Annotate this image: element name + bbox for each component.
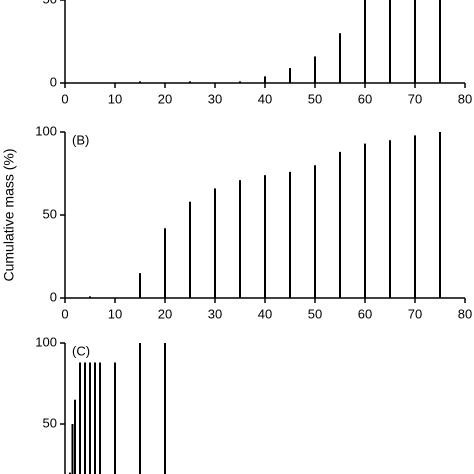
panel-label: (B) <box>72 132 89 147</box>
y-tick-label: 50 <box>43 206 57 221</box>
x-tick-label: 70 <box>408 306 422 321</box>
x-tick-label: 20 <box>158 306 172 321</box>
y-tick-label: 50 <box>43 0 57 6</box>
y-axis-label: Cumulative mass (%) <box>1 148 17 281</box>
x-tick-label: 0 <box>61 91 68 106</box>
x-tick-label: 40 <box>258 91 272 106</box>
x-tick-label: 40 <box>258 306 272 321</box>
panel-label: (C) <box>72 343 90 358</box>
y-tick-label: 50 <box>43 415 57 430</box>
x-tick-label: 50 <box>308 306 322 321</box>
y-tick-label: 100 <box>35 123 57 138</box>
y-tick-label: 0 <box>50 74 57 89</box>
y-tick-label: 0 <box>50 289 57 304</box>
x-tick-label: 60 <box>358 91 372 106</box>
x-tick-label: 20 <box>158 91 172 106</box>
x-tick-label: 60 <box>358 306 372 321</box>
x-tick-label: 30 <box>208 91 222 106</box>
x-tick-label: 50 <box>308 91 322 106</box>
x-tick-label: 30 <box>208 306 222 321</box>
x-tick-label: 10 <box>108 306 122 321</box>
x-tick-label: 0 <box>61 306 68 321</box>
x-tick-label: 70 <box>408 91 422 106</box>
x-tick-label: 80 <box>458 306 472 321</box>
x-tick-label: 80 <box>458 91 472 106</box>
x-tick-label: 10 <box>108 91 122 106</box>
y-tick-label: 100 <box>35 334 57 349</box>
